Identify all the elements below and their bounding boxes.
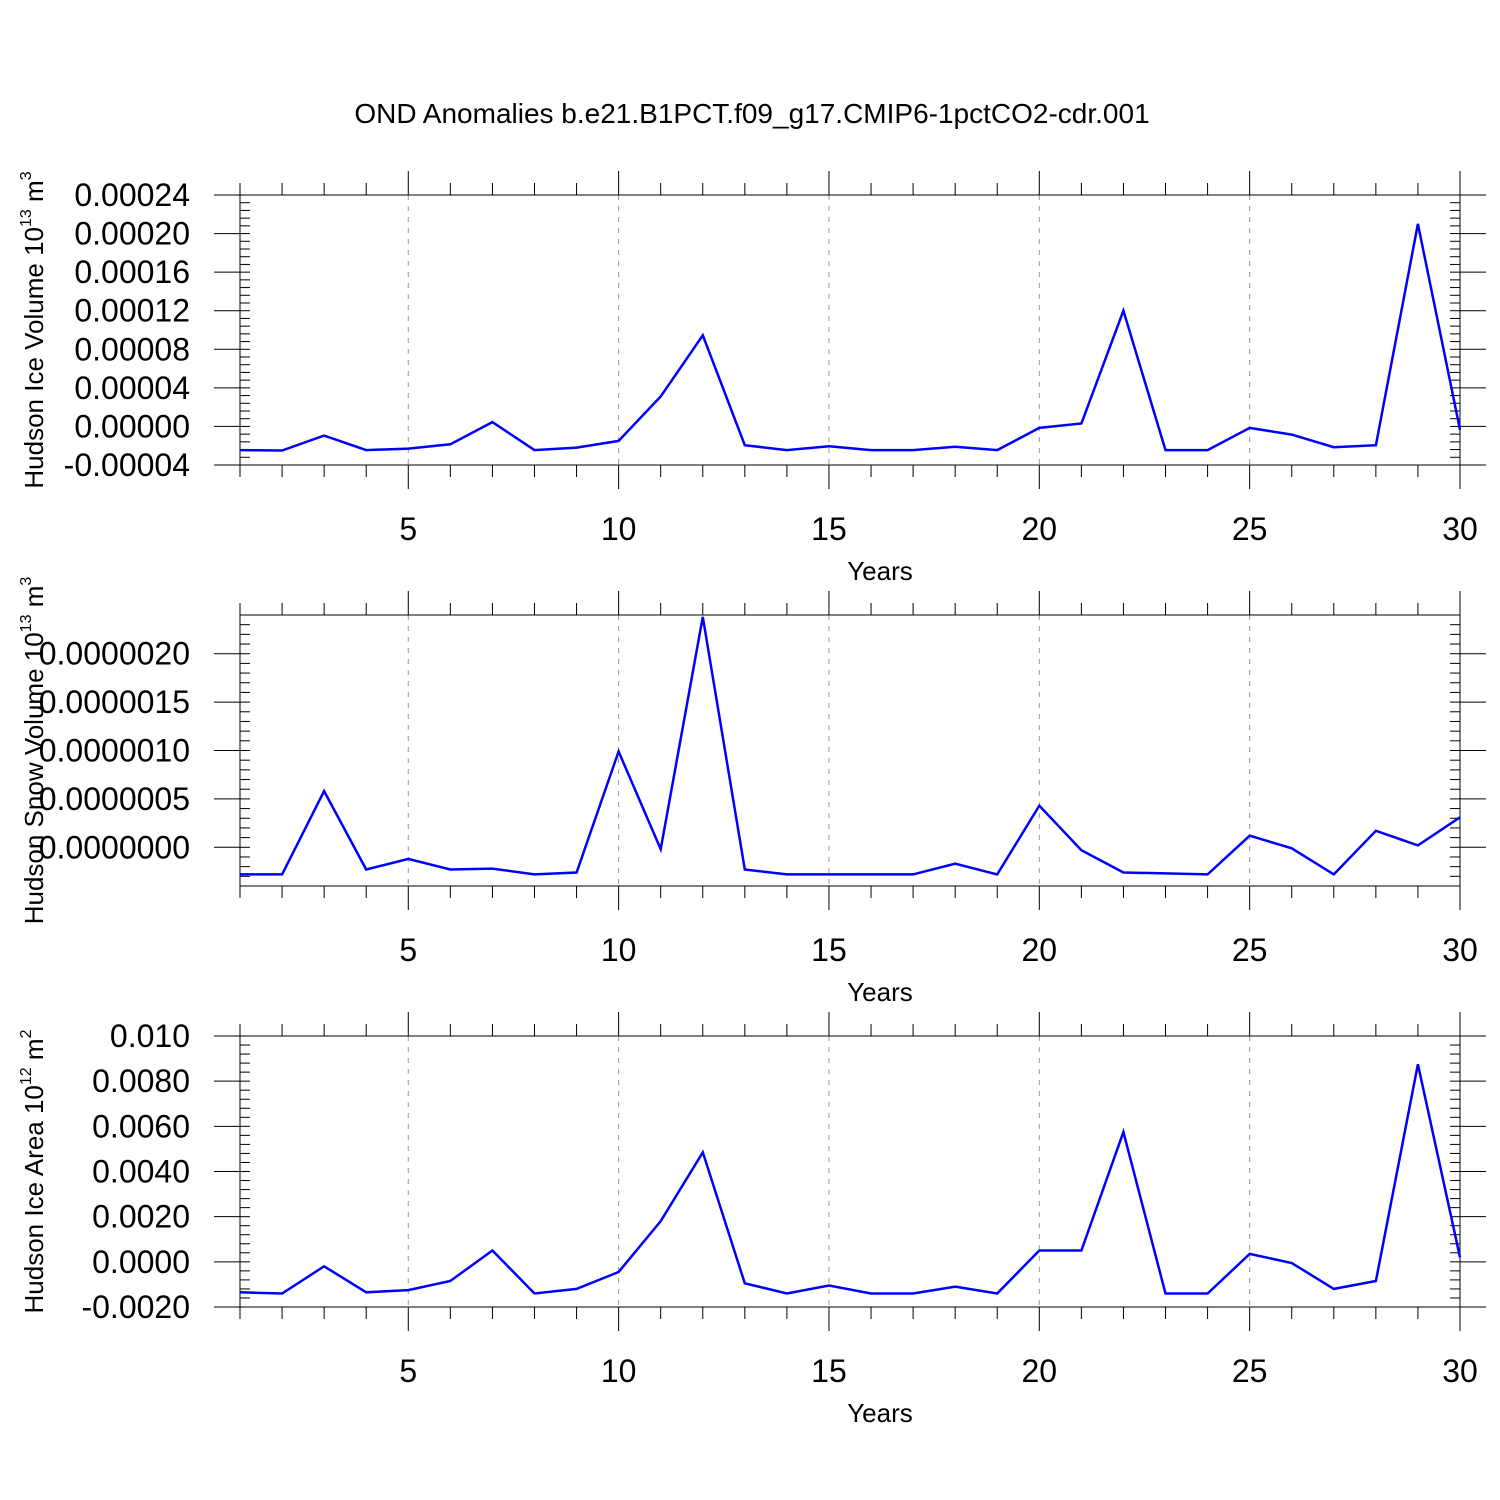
y-axis-label-superscript: 12 <box>18 1067 35 1085</box>
x-tick-label: 20 <box>1022 511 1058 547</box>
plot-frame <box>239 1035 1461 1308</box>
plot-frame <box>239 614 1461 887</box>
y-tick-label: 0.0000010 <box>39 733 190 769</box>
x-tick-label: 5 <box>399 932 417 968</box>
x-tick-label: 25 <box>1232 511 1268 547</box>
y-axis-label-superscript: 3 <box>18 171 35 180</box>
chart-panel-2: 0.0000000 0.0000005 0.0000010 0.0000015 0.00… <box>18 577 1486 1007</box>
y-tick-label: 0.0000015 <box>39 684 190 720</box>
y-axis-label-part: m <box>19 180 49 209</box>
x-tick-label: 5 <box>399 1353 417 1389</box>
panels-group: -0.000040.000000.000040.000080.000120.00… <box>18 171 1486 1428</box>
series-line <box>239 1063 1462 1295</box>
y-tick-label: 0.0000005 <box>39 781 190 817</box>
y-tick-label: 0.0060 <box>92 1108 190 1144</box>
x-tick-label: 20 <box>1022 932 1058 968</box>
chart-panel-3: -0.0020 0.0000 0.0020 0.0040 0.0060 0.0080 0.0… <box>18 1012 1486 1428</box>
x-tick-label: 10 <box>601 511 637 547</box>
plot-frame <box>239 194 1461 466</box>
x-tick-label: 25 <box>1232 1353 1268 1389</box>
x-tick-label: 10 <box>601 932 637 968</box>
x-axis-label: Years <box>847 556 913 586</box>
x-tick-label: 5 <box>399 511 417 547</box>
y-axis-label: Hudson Ice Area 1012 m2 <box>18 1029 49 1313</box>
y-tick-label: 0.00000 <box>74 408 190 444</box>
y-tick-label: 0.00012 <box>74 293 190 329</box>
x-axis-label: Years <box>847 977 913 1007</box>
y-tick-label: 0.010 <box>110 1018 190 1054</box>
x-tick-label: 30 <box>1442 511 1478 547</box>
series-line <box>239 223 1462 452</box>
y-axis-label-part: m <box>19 586 49 615</box>
x-tick-label: 25 <box>1232 932 1268 968</box>
chart-title: OND Anomalies b.e21.B1PCT.f09_g17.CMIP6-… <box>354 98 1149 129</box>
x-tick-label: 10 <box>601 1353 637 1389</box>
y-tick-label: 0.00008 <box>74 331 190 367</box>
y-tick-label: -0.00004 <box>64 447 190 483</box>
y-tick-label: -0.0020 <box>81 1289 190 1325</box>
x-tick-label: 20 <box>1022 1353 1058 1389</box>
x-tick-label: 15 <box>811 932 847 968</box>
y-tick-label: 0.00024 <box>74 177 190 213</box>
x-tick-label: 30 <box>1442 1353 1478 1389</box>
y-tick-label: 0.0000020 <box>39 636 190 672</box>
y-axis-label-superscript: 13 <box>18 614 35 632</box>
y-tick-label: 0.00004 <box>74 370 190 406</box>
y-tick-label: 0.00020 <box>74 216 190 252</box>
x-axis-label: Years <box>847 1398 913 1428</box>
y-tick-label: 0.0020 <box>92 1199 190 1235</box>
y-axis-label-part: Hudson Ice Area 10 <box>19 1085 49 1313</box>
x-tick-label: 15 <box>811 1353 847 1389</box>
y-tick-label: 0.0040 <box>92 1154 190 1190</box>
y-axis-label-part: m <box>19 1038 49 1067</box>
y-tick-label: 0.0000000 <box>39 829 190 865</box>
x-tick-label: 30 <box>1442 932 1478 968</box>
series-line <box>240 616 1461 876</box>
y-axis-label-superscript: 3 <box>18 577 35 586</box>
y-axis-label-part: Hudson Snow Volume 10 <box>19 632 49 924</box>
y-axis-label-superscript: 2 <box>18 1029 35 1038</box>
y-axis-label: Hudson Ice Volume 1013 m3 <box>18 171 49 488</box>
y-axis-label-part: Hudson Ice Volume 10 <box>19 227 49 489</box>
x-tick-label: 15 <box>811 511 847 547</box>
chart-panel-1: -0.000040.000000.000040.000080.000120.00… <box>18 171 1486 586</box>
y-axis-label: Hudson Snow Volume 1013 m3 <box>18 577 49 925</box>
y-tick-label: 0.00016 <box>74 254 190 290</box>
y-tick-label: 0.0000 <box>92 1244 190 1280</box>
y-axis-label-superscript: 13 <box>18 209 35 227</box>
y-tick-label: 0.0080 <box>92 1063 190 1099</box>
